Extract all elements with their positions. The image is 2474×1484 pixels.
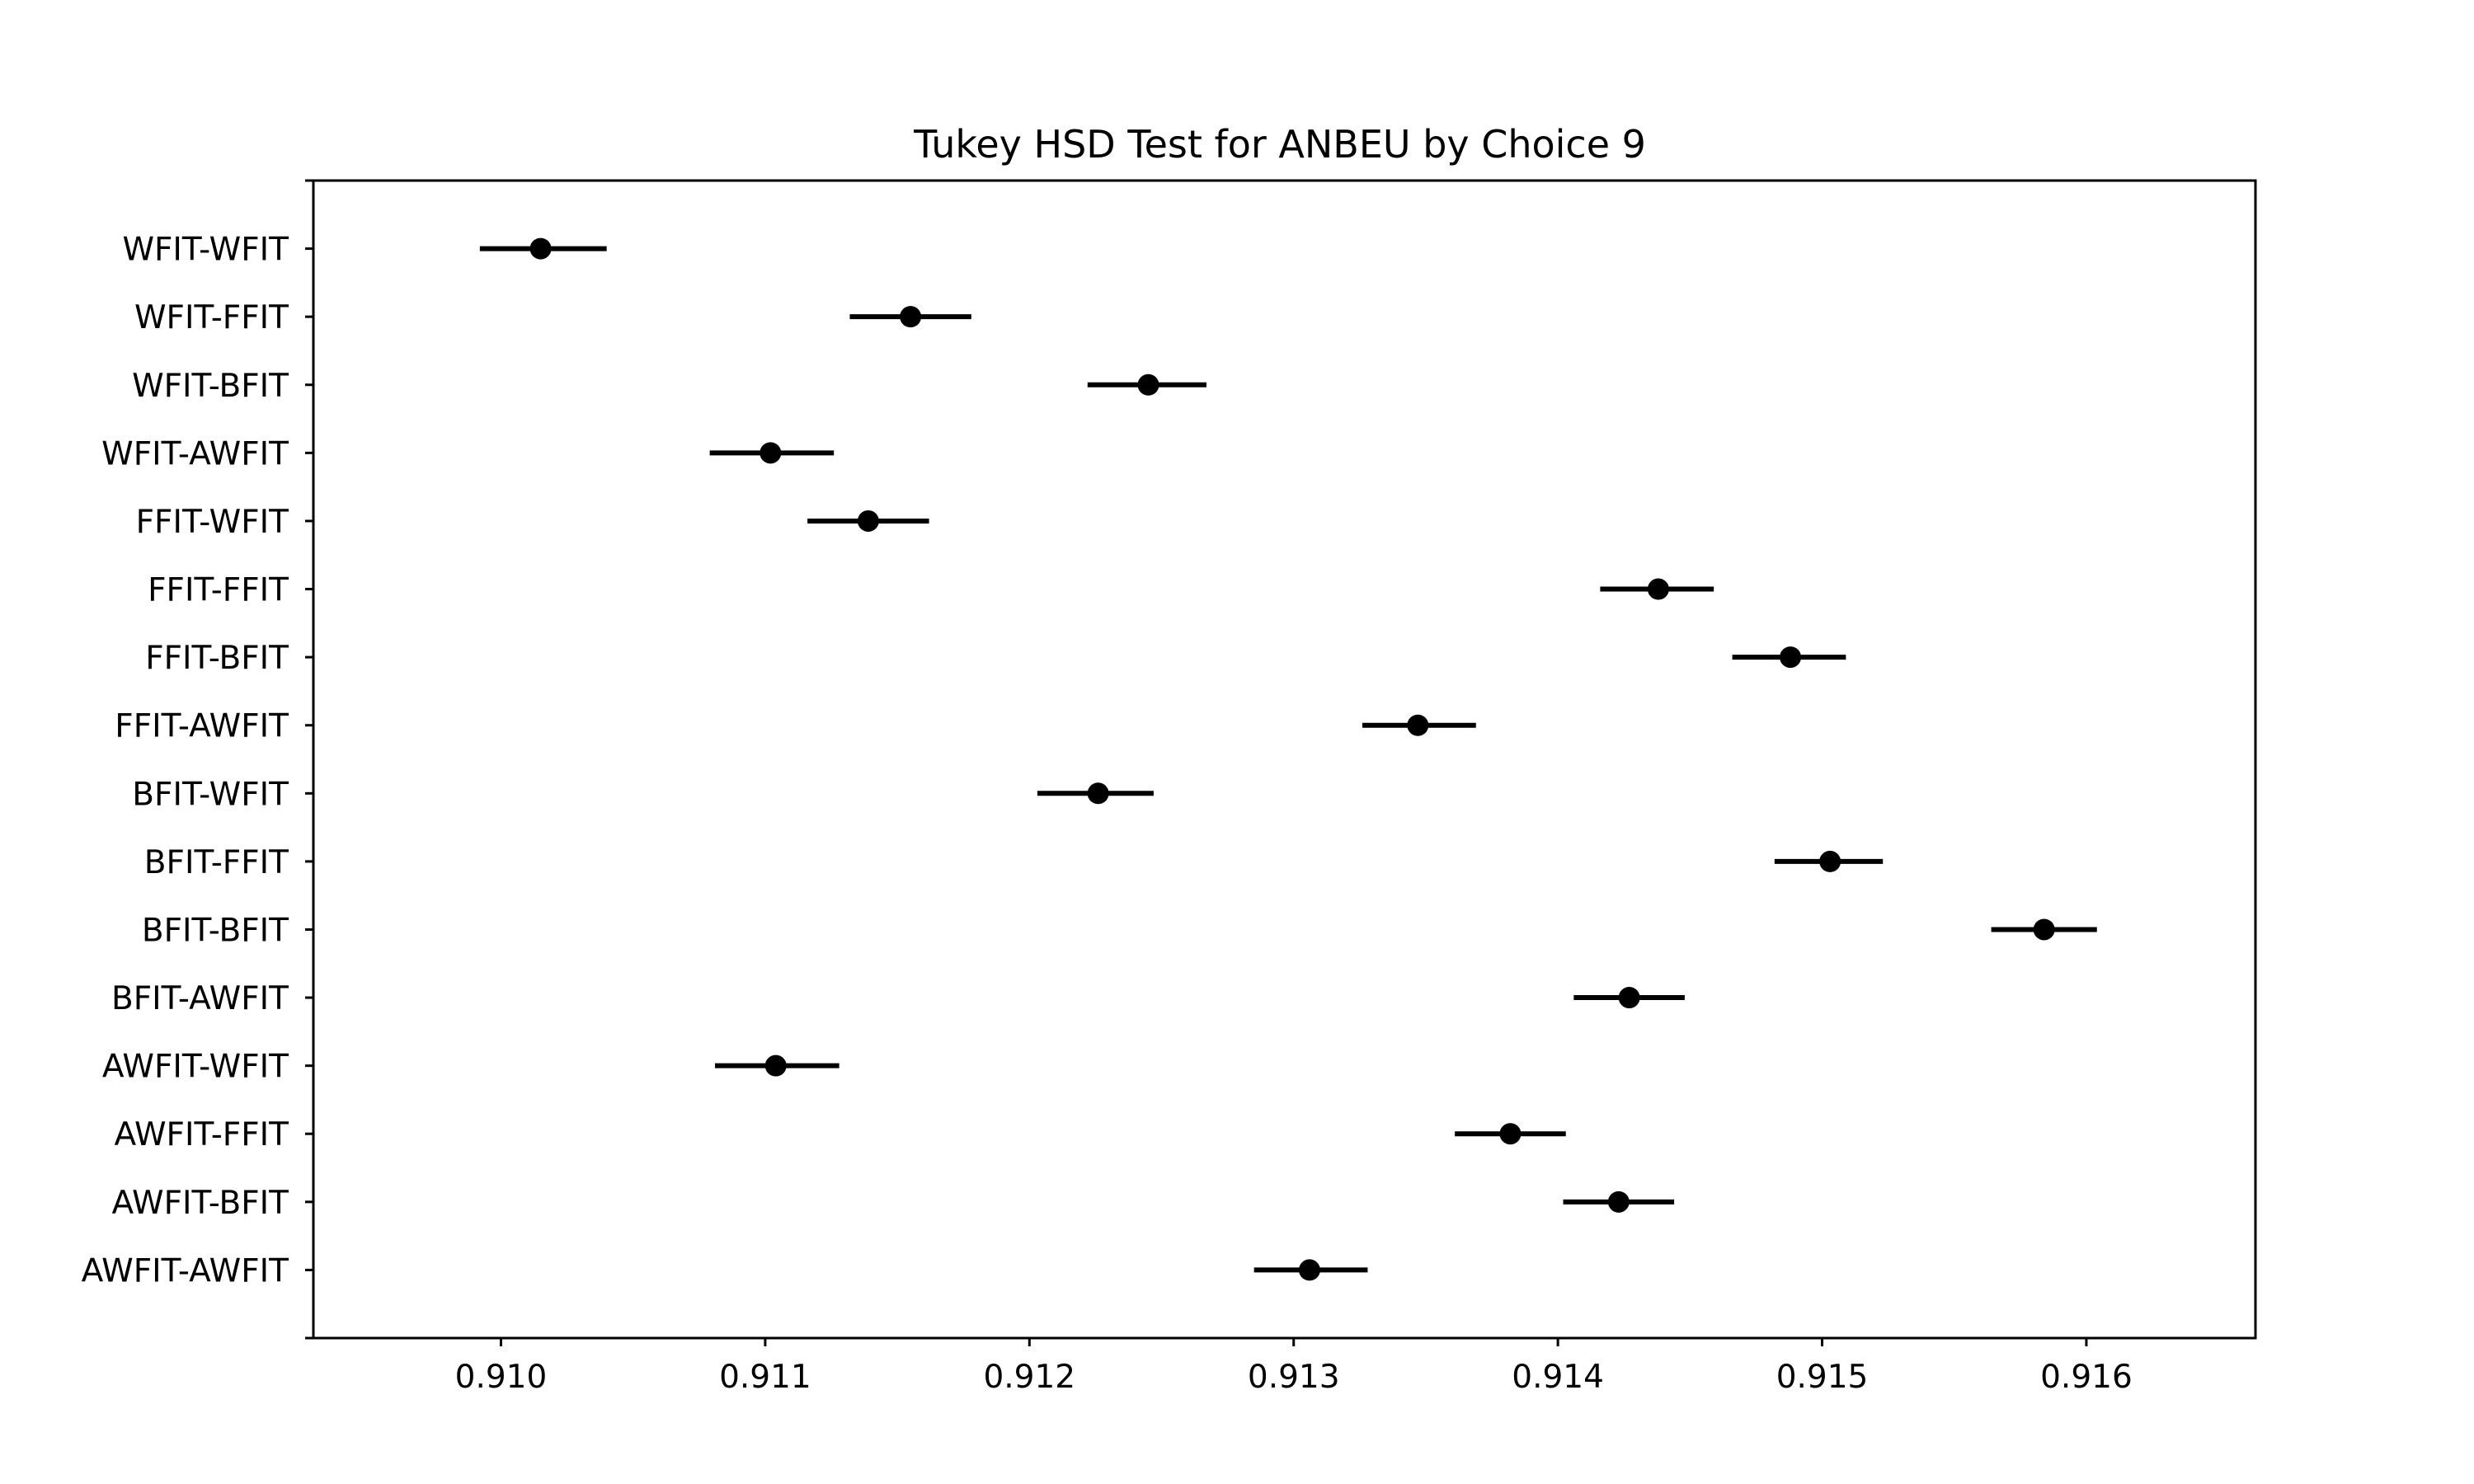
x-tick-label: 0.912 <box>983 1359 1075 1396</box>
mean-point <box>857 510 879 532</box>
y-tick-label: BFIT-FFIT <box>144 844 289 881</box>
mean-point <box>1407 714 1429 736</box>
plot-frame <box>312 179 2257 1340</box>
y-tick-label: AWFIT-FFIT <box>114 1116 289 1153</box>
chart-title: Tukey HSD Test for ANBEU by Choice 9 <box>913 122 1646 167</box>
y-tick-label: WFIT-FFIT <box>134 299 289 336</box>
mean-point <box>1618 987 1640 1009</box>
y-tick-label: FFIT-WFIT <box>136 504 289 541</box>
mean-point <box>760 442 782 464</box>
y-tick-label: BFIT-WFIT <box>132 776 289 813</box>
mean-point <box>2033 918 2055 941</box>
mean-point <box>1137 373 1159 396</box>
x-tick-label: 0.910 <box>455 1359 548 1396</box>
mean-point <box>529 237 552 260</box>
y-tick-label: AWFIT-WFIT <box>102 1049 289 1086</box>
x-tick-label: 0.916 <box>2040 1359 2133 1396</box>
y-tick-label: AWFIT-AWFIT <box>82 1252 289 1289</box>
x-axis-ticks: 0.910 0.911 0.912 0.913 0.914 0.915 0.916 <box>455 1338 2133 1396</box>
mean-point <box>1087 782 1109 805</box>
y-tick-label: WFIT-BFIT <box>132 368 289 405</box>
mean-point <box>900 306 922 328</box>
mean-points <box>529 237 2055 1281</box>
x-tick-label: 0.914 <box>1512 1359 1604 1396</box>
x-tick-label: 0.915 <box>1776 1359 1869 1396</box>
x-tick-label: 0.911 <box>719 1359 811 1396</box>
y-tick-label: BFIT-AWFIT <box>111 980 289 1017</box>
y-tick-label: AWFIT-BFIT <box>112 1185 289 1222</box>
y-tick-label: FFIT-AWFIT <box>115 708 289 745</box>
mean-point <box>1607 1190 1630 1213</box>
mean-point <box>1298 1259 1320 1281</box>
x-tick-label: 0.913 <box>1248 1359 1340 1396</box>
mean-point <box>764 1054 787 1077</box>
y-tick-label: WFIT-AWFIT <box>101 435 289 472</box>
mean-point <box>1819 850 1841 872</box>
mean-point <box>1499 1123 1522 1145</box>
y-tick-label: BFIT-BFIT <box>142 912 289 949</box>
y-tick-label: WFIT-WFIT <box>122 232 289 269</box>
y-axis-ticks: WFIT-WFIT WFIT-FFIT WFIT-BFIT WFIT-AWFIT FFI… <box>82 179 313 1340</box>
mean-point <box>1647 578 1669 600</box>
y-tick-label: FFIT-FFIT <box>148 572 289 609</box>
mean-point <box>1780 646 1802 669</box>
y-tick-label: FFIT-BFIT <box>145 640 289 677</box>
